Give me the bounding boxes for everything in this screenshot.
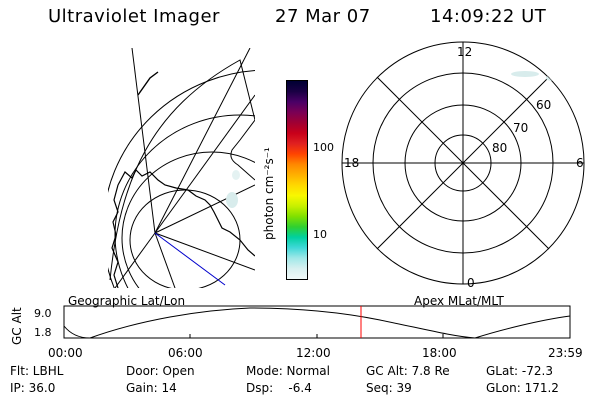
altitude-curve <box>63 307 571 339</box>
info-filter: Flt: LBHL <box>10 364 64 378</box>
lat-70-label: 70 <box>513 121 529 135</box>
colorbar-tick-10: 10 <box>313 228 327 241</box>
geographic-label: Geographic Lat/Lon <box>68 294 186 308</box>
xtick-0: 00:00 <box>48 346 83 360</box>
colorbar-tick-100: 100 <box>313 141 334 154</box>
xtick-1: 06:00 <box>168 346 203 360</box>
xtick-3: 18:00 <box>422 346 457 360</box>
info-dsp: Dsp: -6.4 <box>246 381 312 395</box>
mlt-6-label: 6 <box>576 156 584 170</box>
info-mode: Mode: Normal <box>246 364 330 378</box>
info-gain: Gain: 14 <box>126 381 177 395</box>
colorbar-gradient <box>287 81 307 279</box>
info-glon: GLon: 171.2 <box>486 381 559 395</box>
date-label: 27 Mar 07 <box>275 6 371 27</box>
lat-80-label: 80 <box>492 141 508 155</box>
xtick-4: 23:59 <box>548 346 583 360</box>
lat-60-label: 60 <box>536 98 552 112</box>
info-gc-alt: GC Alt: 7.8 Re <box>366 364 450 378</box>
instrument-title: Ultraviolet Imager <box>48 6 220 27</box>
coastline <box>111 168 255 288</box>
apex-label: Apex MLat/MLT <box>414 294 504 308</box>
info-ip: IP: 36.0 <box>10 381 56 395</box>
lat-circle <box>121 151 255 288</box>
colorbar <box>286 80 308 280</box>
mlt-0-label: 0 <box>467 276 475 290</box>
xtick-2: 12:00 <box>296 346 331 360</box>
info-door: Door: Open <box>126 364 195 378</box>
mlt-18-label: 18 <box>344 156 360 170</box>
altitude-ytick-bottom: 1.8 <box>34 326 52 339</box>
info-seq: Seq: 39 <box>366 381 412 395</box>
mlt-12-label: 12 <box>457 45 473 59</box>
info-glat: GLat: -72.3 <box>486 364 553 378</box>
time-label: 14:09:22 UT <box>430 6 547 27</box>
altitude-ytick-top: 9.0 <box>34 307 52 320</box>
